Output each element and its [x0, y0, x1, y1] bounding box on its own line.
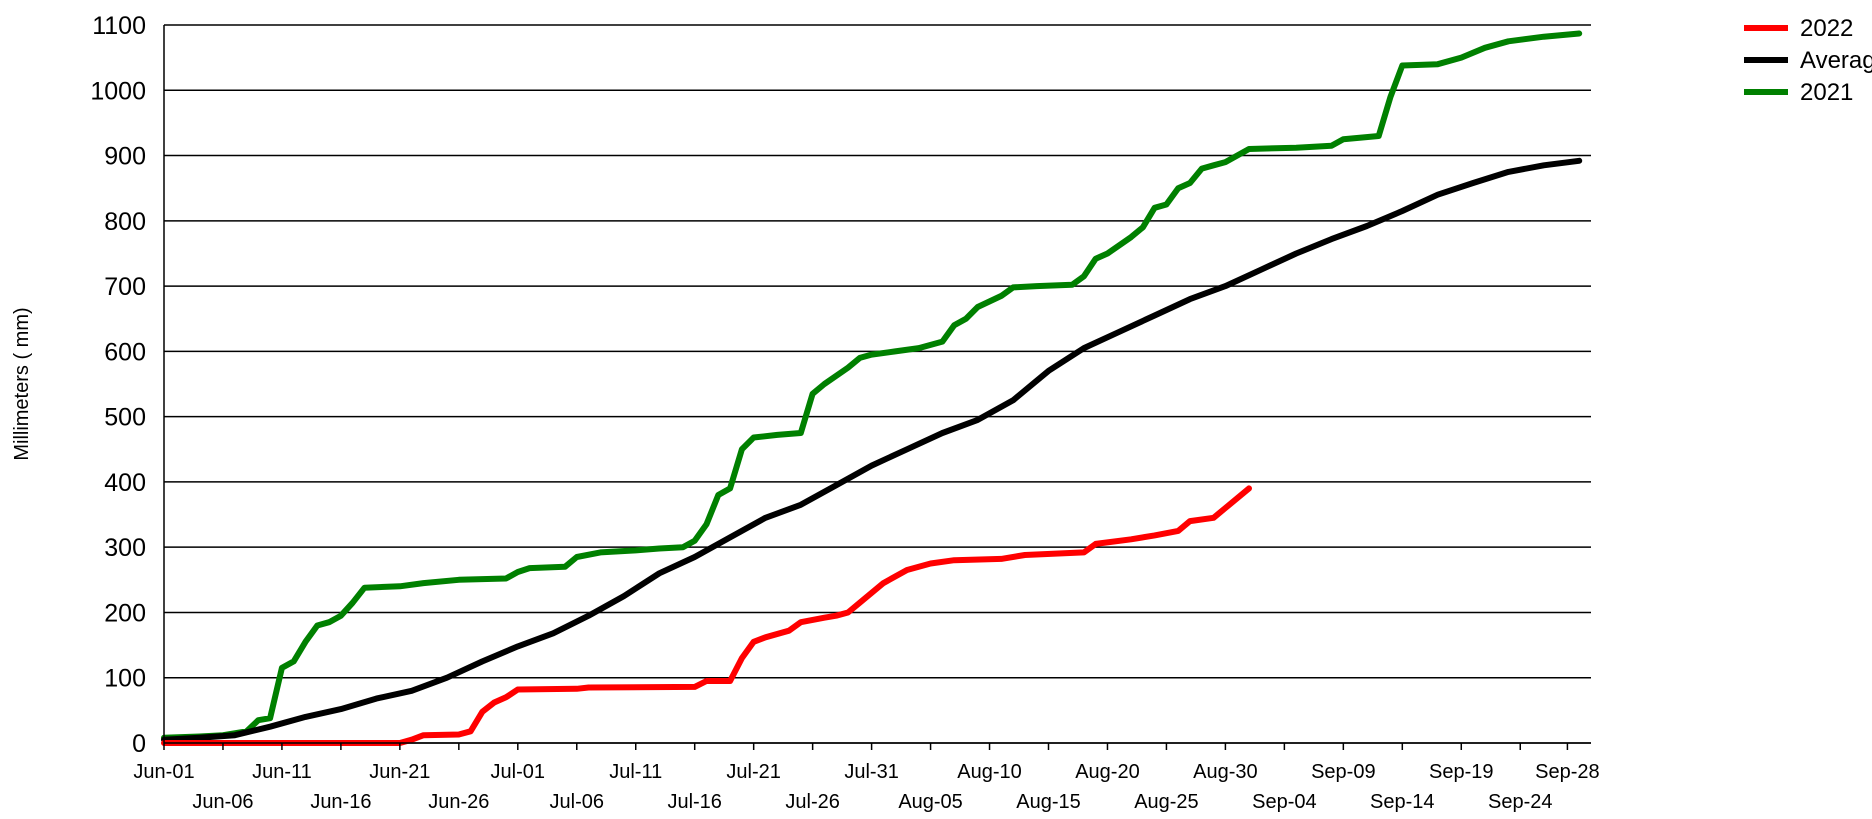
- x-tick-label: Sep-09: [1311, 761, 1376, 783]
- legend-label-average: Average: [1800, 47, 1872, 74]
- x-tick-label: Jun-06: [192, 791, 253, 813]
- x-tick-label: Jul-31: [844, 761, 898, 783]
- series-line-2022: [161, 485, 1252, 746]
- y-tick-label: 300: [104, 534, 146, 562]
- x-tick-label: Jun-26: [428, 791, 489, 813]
- x-tick-label: Jun-16: [310, 791, 371, 813]
- series-lines: [161, 30, 1583, 746]
- x-tick-label: Sep-28: [1535, 761, 1600, 783]
- x-tick-label: Aug-30: [1193, 761, 1258, 783]
- x-tick-label: Jul-21: [726, 761, 780, 783]
- y-tick-label: 600: [104, 338, 146, 366]
- x-tick-label: Aug-20: [1075, 761, 1140, 783]
- y-tick-label: 100: [104, 665, 146, 693]
- y-tick-label: 200: [104, 599, 146, 627]
- axes: [163, 25, 1591, 744]
- y-tick-label: 500: [104, 404, 146, 432]
- x-tick-label: Aug-15: [1016, 791, 1081, 813]
- series-line-2021: [161, 30, 1583, 741]
- y-tick-label: 400: [104, 469, 146, 497]
- x-tick-label: Jul-26: [785, 791, 839, 813]
- x-tick-label: Sep-24: [1488, 791, 1553, 813]
- x-tick-label: Aug-05: [898, 791, 963, 813]
- x-tick-label: Jul-01: [491, 761, 545, 783]
- x-tick-label: Sep-19: [1429, 761, 1494, 783]
- x-tick-label: Aug-25: [1134, 791, 1199, 813]
- x-tick-label: Sep-14: [1370, 791, 1435, 813]
- grid-lines: [164, 24, 1591, 744]
- y-tick-labels: 0 100 200 300 400 500 600 700 800 900 1000 1100: [90, 12, 146, 758]
- y-tick-label: 1100: [92, 12, 146, 40]
- x-tick-label: Jul-06: [550, 791, 604, 813]
- y-tick-label: 1000: [90, 77, 146, 105]
- x-tick-label: Aug-10: [957, 761, 1022, 783]
- y-tick-label: 700: [104, 273, 146, 301]
- legend-label-2021: 2021: [1800, 79, 1853, 106]
- y-tick-label: 800: [104, 208, 146, 236]
- x-tick-labels: Jun-01Jun-06Jun-11Jun-16Jun-21Jun-26Jul-…: [133, 743, 1600, 813]
- x-tick-label: Sep-04: [1252, 791, 1317, 813]
- legend-label-2022: 2022: [1800, 15, 1853, 42]
- x-tick-label: Jun-21: [369, 761, 430, 783]
- y-axis-title: Millimeters ( mm): [11, 307, 33, 460]
- legend: 2022 Average 2021: [1744, 15, 1872, 106]
- x-tick-label: Jul-11: [609, 761, 662, 783]
- x-tick-label: Jul-16: [667, 791, 721, 813]
- y-tick-label: 0: [132, 730, 146, 758]
- series-line-average: [161, 157, 1583, 743]
- x-tick-label: Jun-11: [252, 761, 312, 783]
- y-tick-label: 900: [104, 143, 146, 171]
- x-tick-label: Jun-01: [133, 761, 194, 783]
